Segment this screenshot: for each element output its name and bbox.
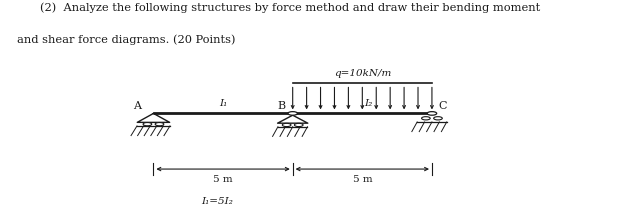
Text: I₁: I₁ (219, 99, 227, 108)
Circle shape (288, 112, 297, 115)
Text: A: A (133, 101, 141, 111)
Circle shape (433, 117, 442, 120)
Text: (2)  Analyze the following structures by force method and draw their bending mom: (2) Analyze the following structures by … (40, 2, 540, 13)
Text: and shear force diagrams. (20 Points): and shear force diagrams. (20 Points) (17, 34, 235, 45)
Text: I₂: I₂ (364, 99, 372, 108)
Circle shape (427, 112, 437, 115)
Text: I₁=5I₂: I₁=5I₂ (201, 197, 233, 206)
Text: 5 m: 5 m (213, 175, 233, 184)
Text: C: C (439, 101, 447, 111)
Circle shape (143, 123, 152, 126)
Circle shape (422, 117, 430, 120)
Circle shape (294, 123, 303, 127)
Text: B: B (278, 101, 286, 111)
Circle shape (155, 123, 164, 126)
Text: 5 m: 5 m (353, 175, 372, 184)
Text: q=10kN/m: q=10kN/m (333, 69, 391, 78)
Circle shape (283, 123, 291, 127)
